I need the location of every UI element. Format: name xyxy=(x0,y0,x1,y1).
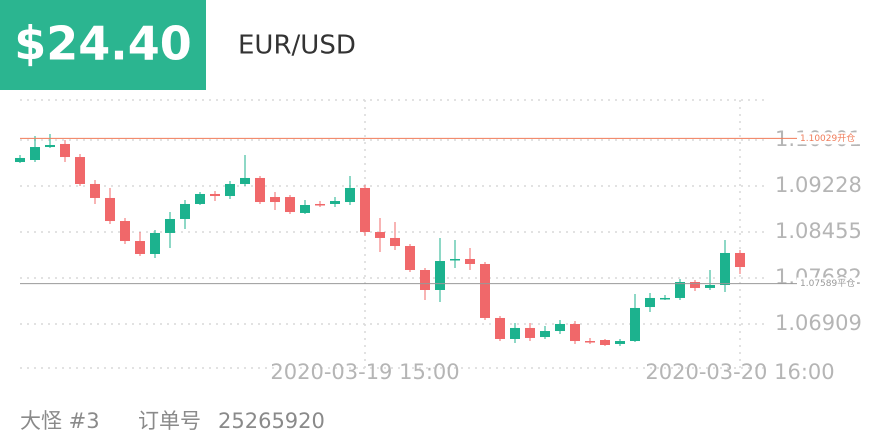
candle-body xyxy=(120,221,130,242)
amount: $24.40 xyxy=(14,17,192,71)
candle-body xyxy=(285,197,295,213)
candle-body xyxy=(45,145,55,148)
candle-body xyxy=(450,258,460,261)
candle-body xyxy=(480,263,490,318)
candle-body xyxy=(510,327,520,339)
candle-body xyxy=(465,258,475,264)
candle-body xyxy=(60,143,70,158)
symbol: EUR/USD xyxy=(238,31,356,61)
candle-body xyxy=(300,205,310,213)
candle-body xyxy=(315,203,325,206)
candle-body xyxy=(720,252,730,285)
candle-body xyxy=(90,183,100,198)
candle-body xyxy=(150,232,160,254)
candle-body xyxy=(600,340,610,345)
candle-body xyxy=(105,197,115,222)
candle-body xyxy=(615,341,625,344)
reference-label: 1.07589平仓 xyxy=(800,277,855,289)
candle-body xyxy=(345,187,355,203)
candle-body xyxy=(390,237,400,247)
candle-body xyxy=(585,341,595,343)
x-tick-label: 2020-03-19 15:00 xyxy=(270,360,459,384)
order-label: 订单号 xyxy=(138,409,201,433)
x-tick-label: 2020-03-20 16:00 xyxy=(645,360,834,384)
candle-body xyxy=(540,331,550,338)
candle-body xyxy=(555,323,565,332)
candle-body xyxy=(690,282,700,288)
candle-body xyxy=(525,327,535,338)
amount-badge xyxy=(0,0,206,90)
candle-body xyxy=(645,297,655,308)
order-number: 25265920 xyxy=(218,409,325,433)
candle-body xyxy=(255,177,265,203)
candle-body xyxy=(210,193,220,197)
candle-body xyxy=(15,157,25,163)
candle-body xyxy=(570,323,580,342)
y-tick-label: 1.09228 xyxy=(775,173,862,197)
reference-label-bg xyxy=(797,132,857,145)
candle-body xyxy=(660,297,670,300)
candle-body xyxy=(135,241,145,254)
candle-body xyxy=(240,177,250,184)
candle-body xyxy=(630,307,640,342)
candle-body xyxy=(495,317,505,339)
reference-label-bg xyxy=(797,277,857,290)
candle-body xyxy=(405,246,415,270)
candle-body xyxy=(75,157,85,184)
candle-body xyxy=(195,193,205,204)
y-tick-label: 1.06909 xyxy=(775,311,862,335)
candle-body xyxy=(225,183,235,197)
y-tick-label: 1.08455 xyxy=(775,219,862,243)
candle-body xyxy=(735,252,745,268)
candle-body xyxy=(705,285,715,288)
candle-body xyxy=(435,261,445,290)
candle-body xyxy=(375,232,385,238)
candle-body xyxy=(165,218,175,233)
candle-body xyxy=(30,147,40,160)
reference-label: 1.10029开仓 xyxy=(800,132,855,144)
user-name: 大怪 #3 xyxy=(20,409,100,433)
candle-body xyxy=(180,203,190,219)
candle-body xyxy=(420,270,430,290)
candle-body xyxy=(270,197,280,203)
candle-body xyxy=(675,282,685,298)
candle-body xyxy=(330,201,340,204)
candle-body xyxy=(360,187,370,233)
